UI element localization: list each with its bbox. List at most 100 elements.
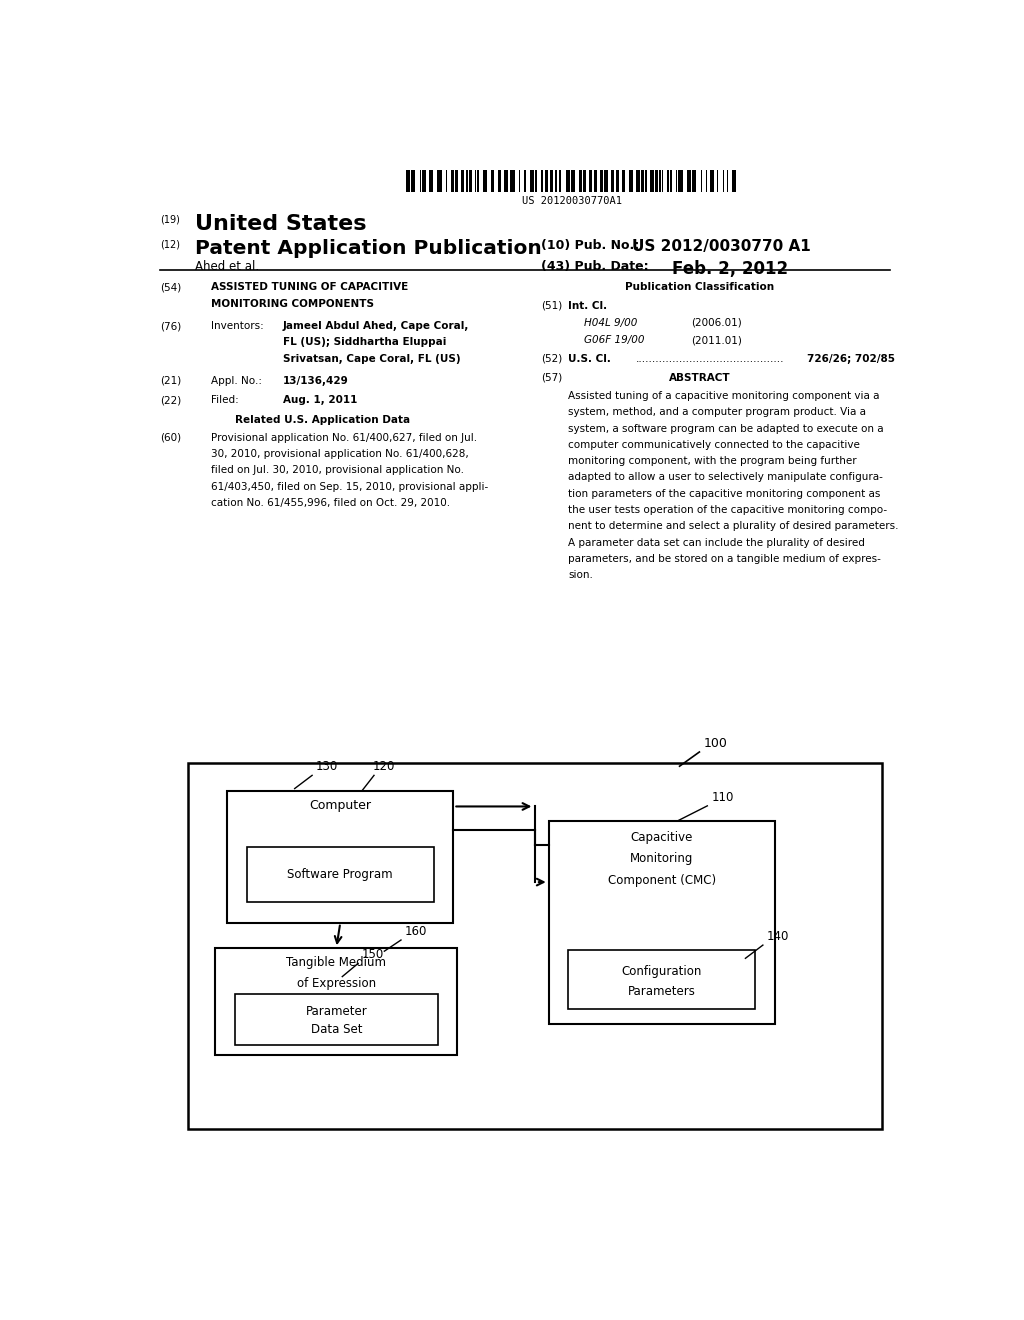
Text: 130: 130 — [316, 760, 338, 774]
Bar — [452, 169, 454, 191]
Bar — [541, 169, 544, 191]
Bar — [456, 169, 458, 191]
Text: H04L 9/00: H04L 9/00 — [585, 318, 638, 327]
Text: the user tests operation of the capacitive monitoring compo-: the user tests operation of the capaciti… — [568, 506, 888, 515]
Text: 150: 150 — [362, 948, 384, 961]
Bar — [545, 169, 548, 191]
Bar — [595, 169, 597, 191]
Text: ABSTRACT: ABSTRACT — [669, 372, 730, 383]
Bar — [445, 169, 447, 191]
Bar — [655, 169, 657, 191]
Text: parameters, and be stored on a tangible medium of expres-: parameters, and be stored on a tangible … — [568, 554, 882, 564]
Bar — [227, 791, 454, 923]
Text: (2006.01): (2006.01) — [691, 318, 742, 327]
Bar — [622, 169, 625, 191]
Bar — [692, 169, 696, 191]
Bar — [662, 169, 664, 191]
Bar — [215, 948, 458, 1055]
Text: Related U.S. Application Data: Related U.S. Application Data — [234, 414, 410, 425]
Text: Feb. 2, 2012: Feb. 2, 2012 — [672, 260, 787, 279]
Bar — [412, 169, 416, 191]
Bar — [676, 169, 677, 191]
Bar — [529, 169, 534, 191]
Text: Patent Application Publication: Patent Application Publication — [196, 239, 542, 257]
Bar — [565, 169, 569, 191]
Text: Filed:: Filed: — [211, 395, 239, 405]
Text: ............................................: ........................................… — [636, 354, 784, 363]
Text: (51): (51) — [541, 301, 562, 310]
Bar — [549, 821, 775, 1024]
Text: (21): (21) — [160, 376, 181, 385]
Bar — [659, 169, 660, 191]
Bar — [519, 169, 520, 191]
Text: (10) Pub. No.:: (10) Pub. No.: — [541, 239, 639, 252]
Text: (52): (52) — [541, 354, 562, 363]
Text: system, a software program can be adapted to execute on a: system, a software program can be adapte… — [568, 424, 884, 434]
Bar — [536, 169, 537, 191]
Bar — [559, 169, 561, 191]
Bar — [636, 169, 640, 191]
Bar — [236, 994, 437, 1044]
Text: FL (US); Siddhartha Eluppai: FL (US); Siddhartha Eluppai — [283, 338, 446, 347]
Bar — [616, 169, 620, 191]
Bar — [604, 169, 608, 191]
Bar — [629, 169, 633, 191]
Text: cation No. 61/455,996, filed on Oct. 29, 2010.: cation No. 61/455,996, filed on Oct. 29,… — [211, 498, 451, 508]
Bar — [589, 169, 592, 191]
Text: 120: 120 — [373, 760, 395, 774]
Text: Appl. No.:: Appl. No.: — [211, 376, 262, 385]
Bar — [477, 169, 479, 191]
Text: (19): (19) — [160, 214, 179, 224]
Text: Jameel Abdul Ahed, Cape Coral,: Jameel Abdul Ahed, Cape Coral, — [283, 321, 469, 331]
Text: U.S. Cl.: U.S. Cl. — [568, 354, 611, 363]
Text: G06F 19/00: G06F 19/00 — [585, 335, 645, 346]
Bar — [679, 169, 683, 191]
Bar — [187, 763, 882, 1129]
Text: (54): (54) — [160, 282, 181, 293]
Bar — [723, 169, 724, 191]
Bar — [406, 169, 410, 191]
Text: 110: 110 — [712, 791, 733, 804]
Text: 726/26; 702/85: 726/26; 702/85 — [807, 354, 895, 363]
Bar — [550, 169, 553, 191]
Bar — [422, 169, 426, 191]
Text: 13/136,429: 13/136,429 — [283, 376, 348, 385]
Text: (60): (60) — [160, 433, 181, 442]
Text: Parameters: Parameters — [628, 985, 695, 998]
Text: ASSISTED TUNING OF CAPACITIVE: ASSISTED TUNING OF CAPACITIVE — [211, 282, 409, 293]
Text: of Expression: of Expression — [297, 977, 376, 990]
Bar — [668, 169, 669, 191]
Bar — [568, 950, 755, 1008]
Text: (43) Pub. Date:: (43) Pub. Date: — [541, 260, 648, 273]
Bar — [469, 169, 472, 191]
Bar — [466, 169, 468, 191]
Text: A parameter data set can include the plurality of desired: A parameter data set can include the plu… — [568, 537, 865, 548]
Text: (22): (22) — [160, 395, 181, 405]
Bar — [492, 169, 494, 191]
Text: Aug. 1, 2011: Aug. 1, 2011 — [283, 395, 357, 405]
Bar — [504, 169, 508, 191]
Text: computer communicatively connected to the capacitive: computer communicatively connected to th… — [568, 440, 860, 450]
Text: US 20120030770A1: US 20120030770A1 — [522, 195, 623, 206]
Bar — [706, 169, 708, 191]
Text: tion parameters of the capacitive monitoring component as: tion parameters of the capacitive monito… — [568, 488, 881, 499]
Text: (12): (12) — [160, 240, 180, 249]
Bar — [687, 169, 691, 191]
Text: filed on Jul. 30, 2010, provisional application No.: filed on Jul. 30, 2010, provisional appl… — [211, 466, 464, 475]
Text: adapted to allow a user to selectively manipulate configura-: adapted to allow a user to selectively m… — [568, 473, 884, 483]
Text: 140: 140 — [767, 931, 790, 942]
Text: 30, 2010, provisional application No. 61/400,628,: 30, 2010, provisional application No. 61… — [211, 449, 469, 459]
Bar — [420, 169, 421, 191]
Text: United States: United States — [196, 214, 367, 235]
Text: Capacitive: Capacitive — [631, 832, 693, 845]
Text: 160: 160 — [404, 925, 427, 939]
Text: Data Set: Data Set — [310, 1023, 362, 1036]
Text: Ahed et al.: Ahed et al. — [196, 260, 259, 273]
Bar — [717, 169, 719, 191]
Bar — [732, 169, 736, 191]
Text: 61/403,450, filed on Sep. 15, 2010, provisional appli-: 61/403,450, filed on Sep. 15, 2010, prov… — [211, 482, 488, 491]
Bar — [645, 169, 647, 191]
Bar — [510, 169, 515, 191]
Bar — [600, 169, 603, 191]
Text: Computer: Computer — [309, 799, 372, 812]
